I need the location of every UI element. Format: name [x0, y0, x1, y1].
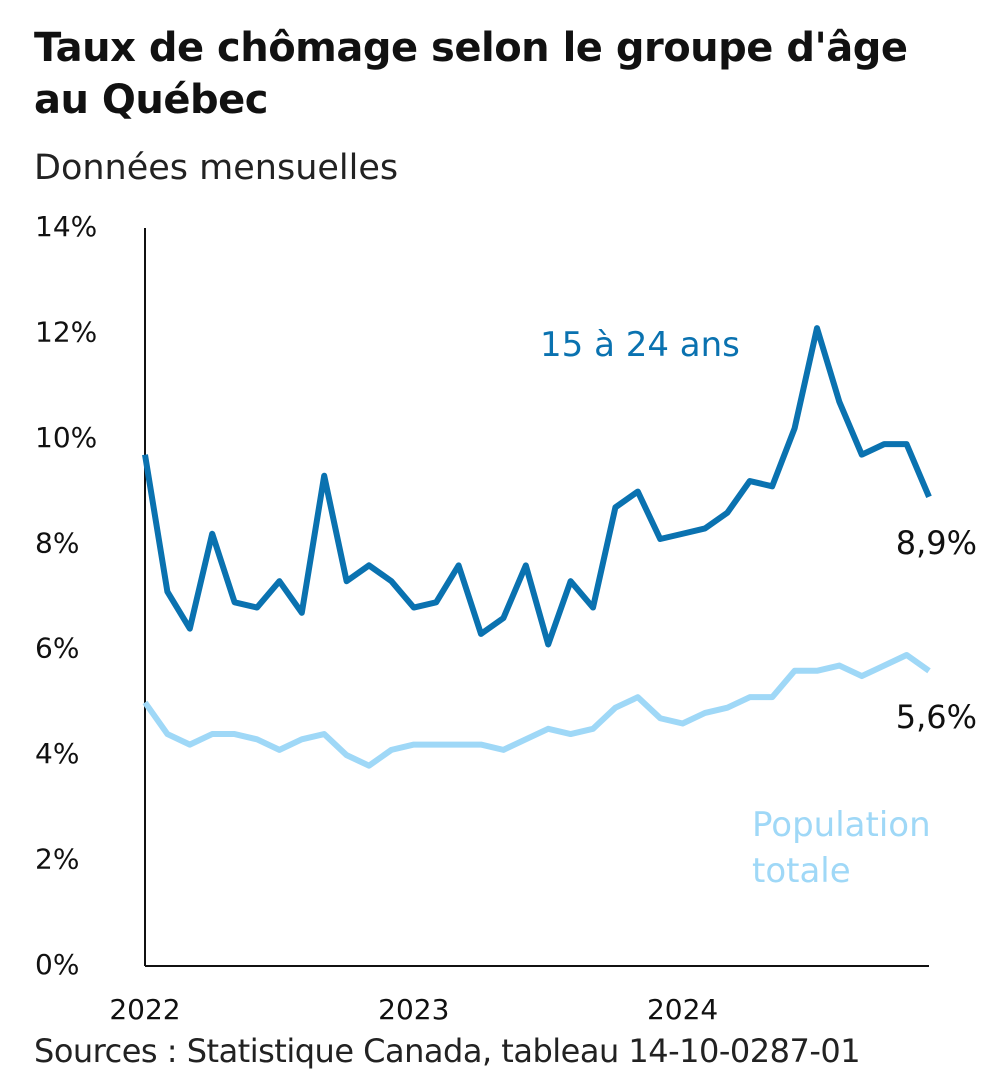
y-tick-label: 14%: [35, 210, 97, 243]
series-line: [142, 651, 931, 769]
chart-title: Taux de chômage selon le groupe d'âge au…: [34, 25, 908, 123]
chart-subtitle: Données mensuelles: [34, 148, 399, 188]
value-label: 8,9%: [896, 524, 977, 562]
y-tick-label: 10%: [35, 421, 97, 454]
x-tick-label: 2023: [378, 993, 449, 1026]
value-label: 5,6%: [896, 698, 977, 736]
x-tick-label: 2022: [109, 993, 180, 1026]
series-label: Population totale: [752, 805, 931, 891]
y-tick-label: 6%: [35, 632, 79, 665]
series-label: 15 à 24 ans: [540, 325, 740, 365]
y-tick-label: 12%: [35, 315, 97, 348]
source: Sources : Statistique Canada, tableau 14…: [34, 1032, 861, 1070]
y-tick-label: 4%: [35, 737, 79, 770]
y-tick-label: 0%: [35, 948, 79, 981]
y-tick-label: 2%: [35, 843, 79, 876]
y-tick-label: 8%: [35, 526, 79, 559]
x-tick-label: 2024: [647, 993, 718, 1026]
series-line: [142, 325, 932, 648]
